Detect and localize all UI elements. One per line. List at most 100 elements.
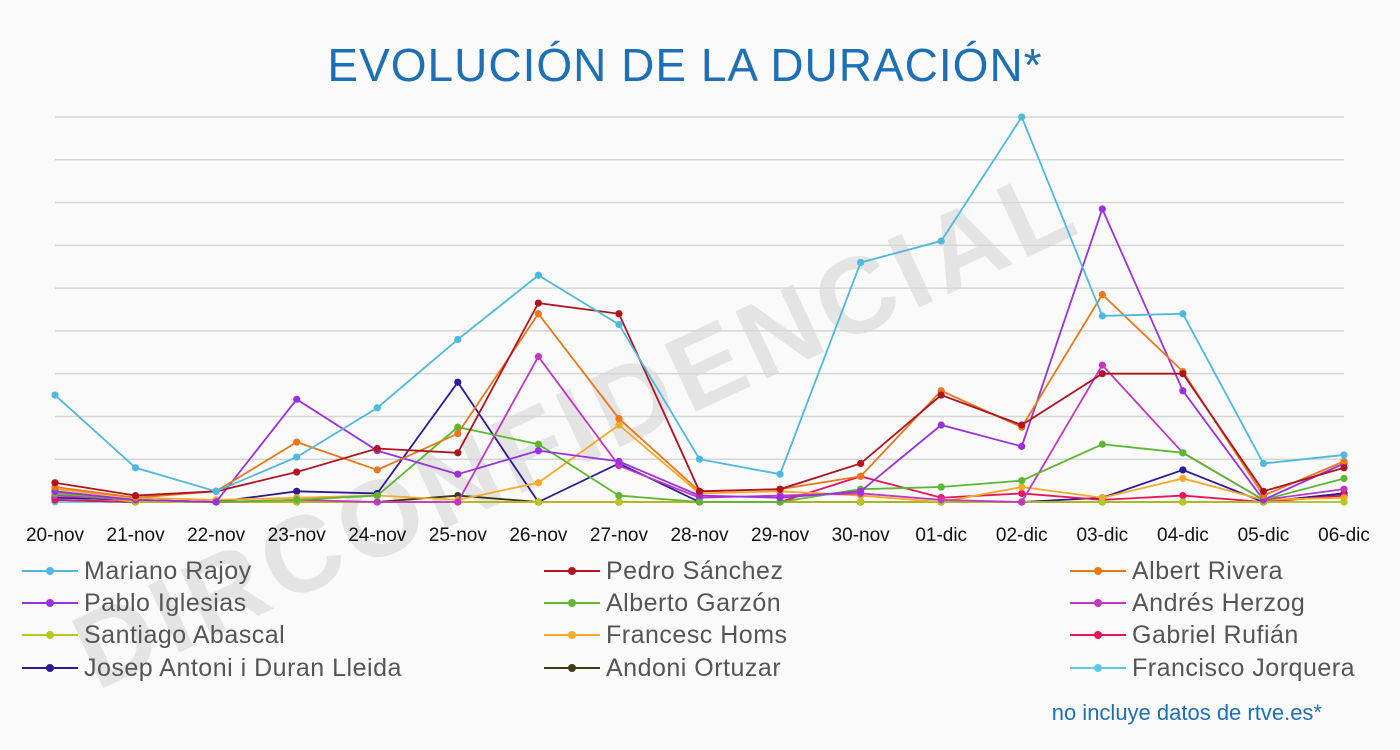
data-point-pablo-iglesias: [1018, 442, 1026, 450]
x-tick-label: 02-dic: [996, 525, 1048, 546]
legend-swatch-marker: [568, 599, 576, 607]
legend-swatch: [544, 664, 600, 672]
data-point-pedro-sanchez: [615, 310, 623, 318]
data-point-mariano-rajoy: [1018, 113, 1026, 121]
data-point-albert-rivera: [373, 466, 381, 474]
data-point-alberto-garzon: [454, 423, 462, 431]
legend-swatch: [544, 631, 600, 639]
x-tick-label: 25-nov: [429, 525, 488, 546]
data-point-pedro-sanchez: [293, 468, 301, 476]
legend-swatch-marker: [46, 599, 54, 607]
data-point-mariano-rajoy: [776, 470, 784, 478]
legend-swatch-marker: [46, 664, 54, 672]
data-point-mariano-rajoy: [534, 271, 542, 279]
data-point-gabriel-rufian: [1018, 489, 1026, 498]
data-point-andres-herzog: [373, 498, 381, 506]
legend-item: Francisco Jorquera: [1070, 653, 1355, 683]
legend-item: Francesc Homs: [544, 620, 788, 650]
legend-label: Francesc Homs: [606, 620, 788, 649]
legend-swatch-marker: [568, 631, 576, 639]
x-tick-label: 27-nov: [590, 525, 649, 546]
legend-swatch-marker: [46, 567, 54, 575]
data-point-alberto-garzon: [534, 440, 542, 448]
legend-swatch: [22, 664, 78, 672]
data-point-albert-rivera: [454, 429, 462, 438]
data-point-mariano-rajoy: [454, 335, 462, 344]
legend-item: Pablo Iglesias: [22, 588, 247, 618]
data-point-pablo-iglesias: [857, 487, 865, 495]
legend-label: Francisco Jorquera: [1132, 653, 1355, 682]
data-point-mariano-rajoy: [51, 391, 59, 399]
data-point-mariano-rajoy: [131, 464, 140, 472]
x-tick-label: 03-dic: [1076, 525, 1128, 546]
data-point-mariano-rajoy: [695, 455, 704, 463]
data-point-pedro-sanchez: [131, 491, 140, 500]
data-point-pedro-sanchez: [695, 487, 704, 495]
x-tick-label: 20-nov: [26, 525, 85, 546]
data-point-pablo-iglesias: [937, 421, 945, 429]
data-point-mariano-rajoy: [212, 487, 220, 495]
data-point-pedro-sanchez: [937, 391, 945, 399]
x-tick-label: 22-nov: [187, 525, 246, 546]
data-point-mariano-rajoy: [293, 453, 301, 461]
data-point-andres-herzog: [534, 352, 542, 361]
legend-swatch: [22, 567, 78, 575]
x-tick-label: 26-nov: [509, 525, 568, 546]
legend-swatch: [544, 599, 600, 607]
legend-swatch: [22, 631, 78, 639]
x-tick-label: 28-nov: [670, 525, 729, 546]
data-point-josep-antoni-i-duran-lleida: [293, 487, 301, 495]
x-tick-label: 30-nov: [832, 525, 891, 546]
series-line-pedro-sanchez: [54, 302, 1345, 497]
legend-label: Pedro Sánchez: [606, 556, 784, 585]
data-point-alberto-garzon: [615, 491, 623, 500]
legend-item: Gabriel Rufián: [1070, 620, 1299, 650]
data-point-santiago-abascal: [1098, 498, 1106, 506]
legend-label: Santiago Abascal: [84, 620, 286, 649]
data-point-albert-rivera: [1340, 457, 1348, 465]
data-point-albert-rivera: [1098, 290, 1106, 299]
data-point-albert-rivera: [293, 438, 301, 446]
data-point-pedro-sanchez: [1018, 421, 1026, 429]
legend-item: Mariano Rajoy: [22, 556, 252, 586]
data-point-albert-rivera: [857, 472, 865, 480]
legend-swatch: [1070, 664, 1126, 672]
x-tick-label: 21-nov: [107, 525, 166, 546]
legend-item: Alberto Garzón: [544, 588, 781, 618]
line-chart: 20-nov 21-nov 22-nov 23-nov 24-nov 25-nov 26-n…: [26, 113, 1370, 546]
x-tick-label: 29-nov: [751, 525, 810, 546]
legend-label: Andrés Herzog: [1132, 588, 1306, 617]
legend-swatch-marker: [1094, 631, 1102, 639]
data-point-albert-rivera: [534, 310, 542, 318]
legend-item: Andoni Ortuzar: [544, 653, 781, 683]
data-point-pablo-iglesias: [534, 447, 542, 455]
data-point-andres-herzog: [454, 498, 462, 506]
legend: Mariano Rajoy Pedro Sánchez Albert Rivera P…: [22, 556, 1392, 686]
data-point-andres-herzog: [937, 496, 945, 504]
legend-label: Mariano Rajoy: [84, 556, 252, 585]
legend-item: Andrés Herzog: [1070, 588, 1305, 618]
legend-item: Santiago Abascal: [22, 620, 285, 650]
data-point-mariano-rajoy: [1259, 459, 1268, 468]
data-point-alberto-garzon: [937, 483, 945, 491]
data-point-pedro-sanchez: [1098, 370, 1106, 378]
data-point-mariano-rajoy: [373, 404, 381, 412]
legend-item: Pedro Sánchez: [544, 556, 783, 586]
data-point-pedro-sanchez: [857, 459, 865, 468]
footnote: no incluye datos de rtve.es*: [1051, 700, 1322, 725]
data-point-pablo-iglesias: [454, 470, 462, 478]
data-point-francesc-homs: [1018, 483, 1026, 491]
data-point-pablo-iglesias: [293, 395, 301, 403]
legend-label: Gabriel Rufián: [1132, 620, 1299, 649]
data-point-albert-rivera: [615, 414, 623, 423]
data-point-pablo-iglesias: [212, 498, 220, 506]
data-point-mariano-rajoy: [615, 320, 623, 329]
x-tick-label: 24-nov: [348, 525, 407, 546]
data-point-pedro-sanchez: [534, 299, 542, 307]
legend-swatch-marker: [46, 631, 54, 639]
legend-swatch-marker: [568, 567, 576, 575]
legend-swatch-marker: [568, 664, 576, 672]
data-point-mariano-rajoy: [937, 237, 945, 245]
data-point-mariano-rajoy: [1098, 312, 1106, 320]
data-point-santiago-abascal: [1340, 498, 1348, 506]
